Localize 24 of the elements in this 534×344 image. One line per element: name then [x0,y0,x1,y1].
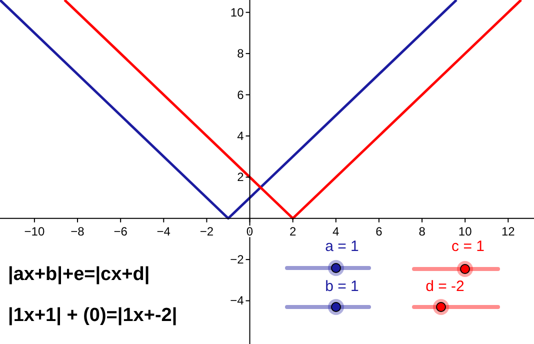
annotation: d = -2 [425,278,465,295]
y-tick-label: −4 [230,294,244,308]
y-tick-label: 8 [237,46,244,61]
annotation: |ax+b|+e=|cx+d| [8,264,150,286]
x-tick-label: −10 [24,224,45,238]
y-tick-label: 4 [237,128,244,143]
y-tick-label: 6 [237,88,244,102]
annotation: |1x+1| + (0)=|1x+-2| [8,305,178,327]
x-tick-label: 12 [501,224,516,238]
annotation: b = 1 [324,278,360,295]
annotation: a = 1 [324,238,360,255]
x-tick-label: 4 [332,224,340,238]
annotation: c = 1 [450,238,486,255]
x-tick-label: −2 [200,224,214,238]
y-tick-label: 10 [230,5,244,20]
y-tick-label: 2 [237,170,244,184]
y-tick-label: −2 [230,252,244,267]
x-tick-label: 2 [289,224,296,238]
x-tick-label: 6 [376,224,383,238]
x-tick-label: 8 [418,224,426,238]
x-tick-label: −8 [70,224,85,238]
x-tick-label: 10 [458,224,472,238]
x-tick-label: −4 [156,224,171,238]
x-tick-label: −6 [114,224,128,238]
